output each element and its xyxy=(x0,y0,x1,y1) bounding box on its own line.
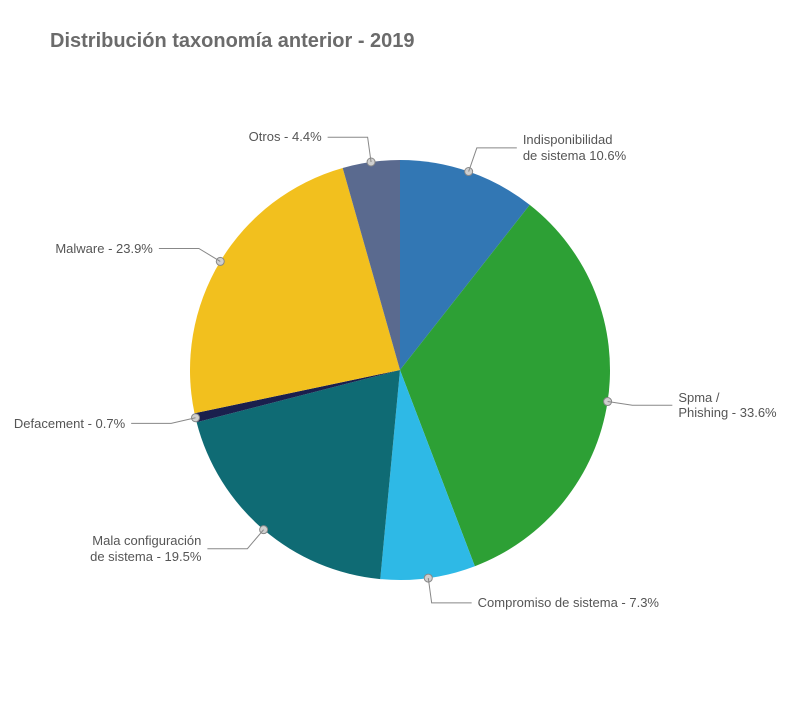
slice-label: Otros - 4.4% xyxy=(249,129,322,145)
leader-line xyxy=(207,530,263,549)
slice-label: Spma /Phishing - 33.6% xyxy=(678,390,776,421)
slice-label: Defacement - 0.7% xyxy=(14,416,125,432)
chart-container: Distribución taxonomía anterior - 2019 I… xyxy=(0,0,800,706)
slice-label: Compromiso de sistema - 7.3% xyxy=(478,595,659,611)
leader-line xyxy=(159,248,220,261)
slice-label: Malware - 23.9% xyxy=(55,241,153,257)
leader-line xyxy=(328,137,371,162)
slice-label: Indisponibilidadde sistema 10.6% xyxy=(523,132,626,163)
pie-chart-svg xyxy=(0,0,800,706)
leader-line xyxy=(131,418,195,424)
leader-line xyxy=(428,578,471,603)
leader-line xyxy=(608,402,673,406)
slice-label: Mala configuraciónde sistema - 19.5% xyxy=(90,533,201,564)
leader-line xyxy=(469,148,517,172)
